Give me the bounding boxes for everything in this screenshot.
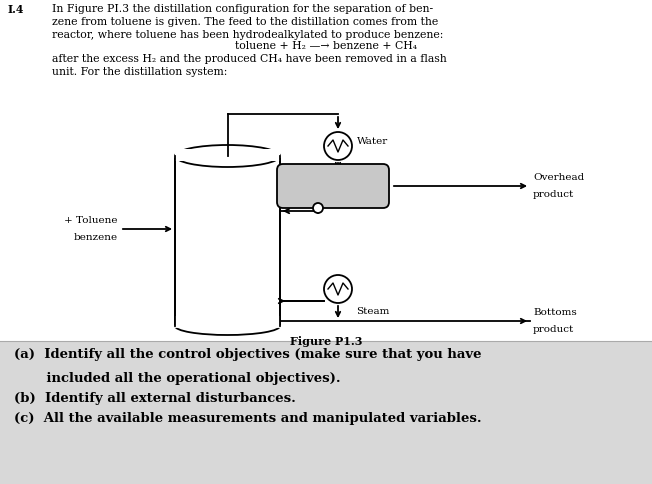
Circle shape — [324, 132, 352, 160]
Text: Figure P1.3: Figure P1.3 — [289, 336, 363, 347]
Bar — [0, 0, 652, 341]
Ellipse shape — [175, 145, 280, 167]
Text: product: product — [533, 190, 574, 199]
Text: In Figure PI.3 the distillation configuration for the separation of ben-
zene fr: In Figure PI.3 the distillation configur… — [52, 4, 443, 40]
Text: included all the operational objectives).: included all the operational objectives)… — [14, 372, 340, 385]
Text: Bottoms: Bottoms — [533, 308, 577, 317]
Text: after the excess H₂ and the produced CH₄ have been removed in a flash
unit. For : after the excess H₂ and the produced CH₄… — [52, 54, 447, 77]
Bar — [175, 149, 280, 161]
Text: product: product — [533, 325, 574, 334]
Text: Steam: Steam — [356, 306, 389, 316]
Text: (b)  Identify all external disturbances.: (b) Identify all external disturbances. — [14, 392, 296, 405]
Text: (a)  Identify all the control objectives (make sure that you have: (a) Identify all the control objectives … — [14, 348, 481, 361]
Ellipse shape — [175, 317, 280, 335]
Circle shape — [313, 203, 323, 213]
Text: + Toluene: + Toluene — [65, 216, 118, 225]
Text: toluene + H₂ —→ benzene + CH₄: toluene + H₂ —→ benzene + CH₄ — [235, 41, 417, 51]
Bar — [0, 341, 652, 484]
Text: Water: Water — [357, 137, 388, 147]
Text: Overhead: Overhead — [533, 173, 584, 182]
Text: (c)  All the available measurements and manipulated variables.: (c) All the available measurements and m… — [14, 412, 482, 425]
Text: benzene: benzene — [74, 233, 118, 242]
Bar — [175, 316, 280, 326]
Circle shape — [324, 275, 352, 303]
FancyBboxPatch shape — [277, 164, 389, 208]
Text: I.4: I.4 — [8, 4, 24, 15]
